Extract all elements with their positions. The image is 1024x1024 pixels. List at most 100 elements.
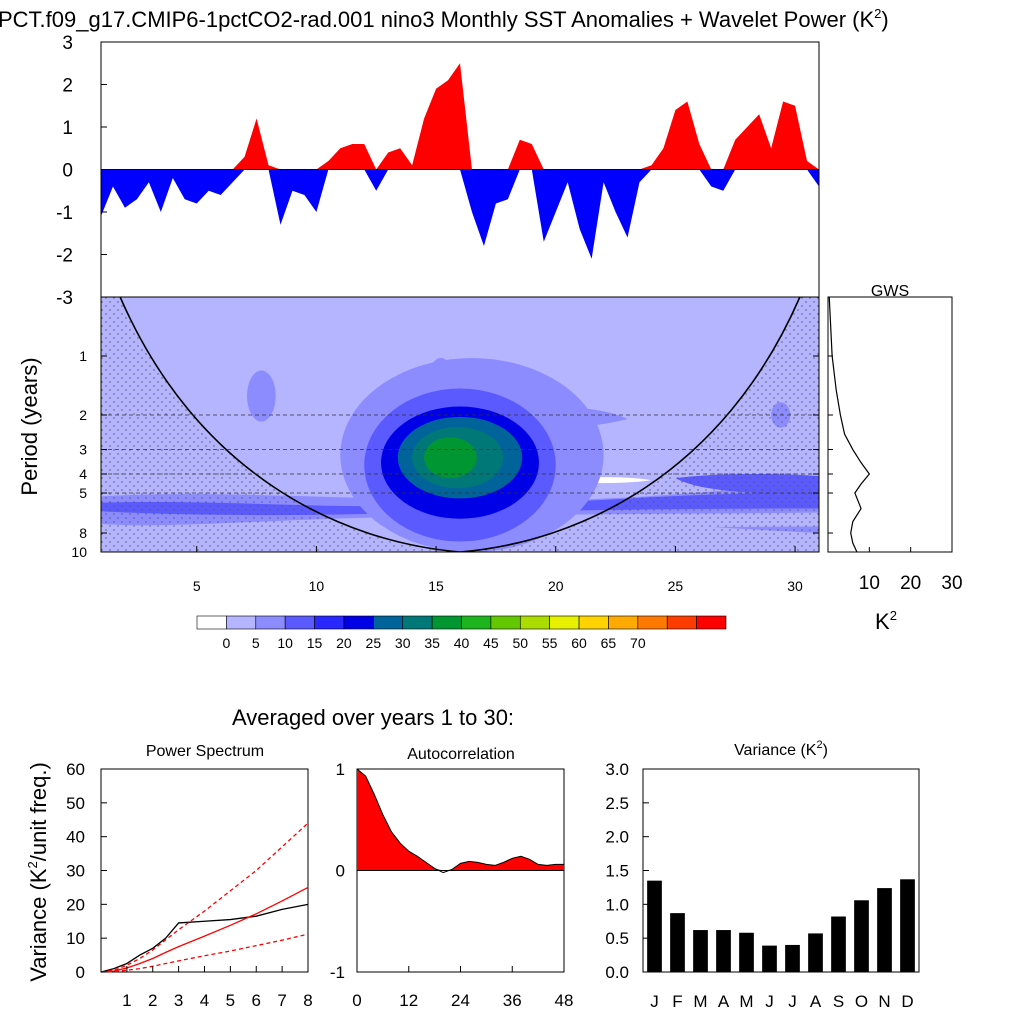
x-tick-label: 20 [900,573,921,594]
power-spectrum-panel: 0 10 20 30 40 50 60 1 2 3 4 5 6 7 8 [66,760,313,1010]
x-tick-label: 8 [303,991,312,1010]
y-tick-label: -3 [56,288,73,309]
y-tick-label: 0 [62,161,73,182]
colorbar-label: 15 [307,635,323,651]
y-tick-label: 0 [76,963,85,982]
x-tick-label: 24 [451,991,470,1010]
colorbar-swatch [666,615,697,630]
colorbar-swatch [637,615,668,630]
x-tick-label: 4 [200,991,209,1010]
colorbar-swatch [373,615,404,630]
y-tick-label: 3.0 [605,760,629,779]
colorbar-swatch [431,615,462,630]
wavelet-plot-area [101,297,819,552]
y-tick-label: 5 [79,485,87,501]
colorbar-label: 50 [512,635,528,651]
variance-title: Variance (K2) [734,739,828,759]
x-tick-label: 15 [428,578,444,594]
x-tick-label: J [788,992,797,1011]
x-tick-label: 6 [252,991,261,1010]
x-tick-label: 7 [277,991,286,1010]
x-tick-label: 36 [503,991,522,1010]
gws-title: GWS [871,283,909,300]
colorbar-swatch [314,615,345,630]
colorbar-swatch [578,615,609,630]
colorbar-label: 60 [571,635,587,651]
x-tick-label: S [833,992,844,1011]
gws-line [828,296,871,553]
colorbar-swatch [461,615,492,630]
y-tick-label: 3 [79,442,87,458]
y-tick-label: 2.5 [605,794,629,813]
wavelet-frame [100,296,820,553]
averaged-label: Averaged over years 1 to 30: [232,705,514,730]
wavelet-ylabel: Period (years) [17,357,42,495]
colorbar-label: 5 [252,635,260,651]
colorbar-swatch [490,615,521,630]
y-tick-label: 10 [71,544,87,560]
y-tick-label: 10 [66,929,85,948]
x-tick-label: 3 [174,991,183,1010]
y-tick-label: 0 [336,862,345,881]
wavelet-contour [246,370,276,422]
variance-bar [693,930,708,972]
autocorrelation-panel: -1 0 1 0 12 24 36 48 [330,760,574,1010]
gws-frame [827,296,953,553]
colorbar-label: 70 [630,635,646,651]
x-tick-label: A [810,992,822,1011]
x-tick-label: 12 [399,991,418,1010]
x-tick-label: 2 [148,991,157,1010]
x-tick-label: F [672,992,682,1011]
colorbar-swatch [519,615,550,630]
x-tick-label: N [878,992,890,1011]
x-tick-label: D [901,992,913,1011]
wavelet-contour [424,437,477,479]
negative-anomaly-area [101,169,819,259]
x-tick-label: M [739,992,753,1011]
x-tick-label: 20 [548,578,564,594]
gws-xlabel: K2 [875,608,897,634]
colorbar-label: 20 [336,635,352,651]
x-tick-label: J [650,992,659,1011]
variance-bar [739,932,754,972]
x-tick-label: 5 [193,578,201,594]
y-tick-label: 1 [79,348,87,364]
x-tick-label: A [718,992,730,1011]
colorbar-label: 0 [222,635,230,651]
power-spectrum-line [100,933,309,973]
figure-title: PCT.f09_g17.CMIP6-1pctCO2-rad.001 nino3 … [0,6,889,32]
colorbar-label: 10 [277,635,293,651]
variance-bar [716,930,731,972]
y-tick-label: 3 [62,33,73,54]
variance-bar [854,900,869,972]
y-tick-label: -1 [56,203,73,224]
wavelet-panel: 1 2 3 4 5 8 10 5 10 15 20 25 30 Period (years) [17,296,820,594]
autocorrelation-line [356,768,564,874]
x-tick-label: M [693,992,707,1011]
autocorrelation-title: Autocorrelation [407,746,515,763]
x-tick-label: 30 [941,573,962,594]
x-tick-label: 48 [555,991,574,1010]
x-tick-label: 1 [122,991,131,1010]
x-tick-label: 5 [226,991,235,1010]
x-tick-label: J [765,992,774,1011]
y-tick-label: 50 [66,794,85,813]
colorbar-swatch [255,615,286,630]
variance-bar [647,880,662,972]
colorbar-label: 30 [395,635,411,651]
y-tick-label: 40 [66,828,85,847]
colorbar-swatch [284,615,315,630]
power-spectrum-line [100,886,309,973]
y-tick-label: 60 [66,760,85,779]
x-tick-label: 10 [859,573,880,594]
variance-bar [900,879,915,972]
y-tick-label: 0.5 [605,929,629,948]
cone-of-influence [119,297,801,552]
colorbar-label: 25 [366,635,382,651]
y-tick-label: 1 [62,118,73,139]
variance-bar [762,945,777,972]
positive-anomaly-area [101,63,819,170]
y-tick-label: 2.0 [605,828,629,847]
colorbar-label: 65 [601,635,617,651]
